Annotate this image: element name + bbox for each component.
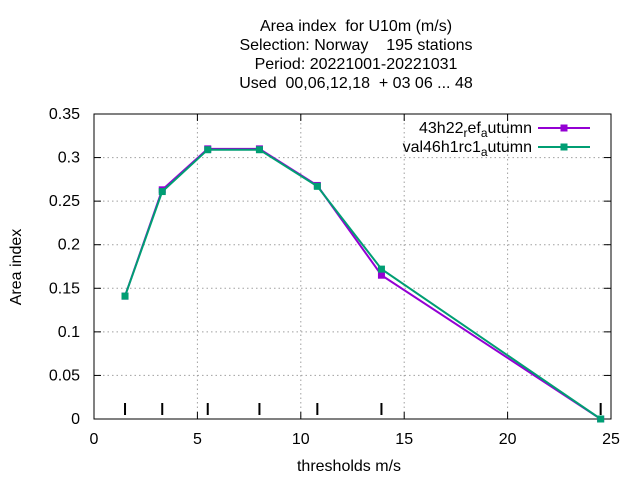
chart-title-line-4: Used 00,06,12,18 + 03 06 ... 48 [239,75,473,92]
legend-label-1: 43h22refautumn [419,120,532,140]
legend-marker-1 [560,124,568,132]
y-tick-label: 0.25 [49,193,80,210]
series-2-point [255,146,263,154]
x-tick-label: 10 [292,431,310,448]
chart-title-line-2: Selection: Norway 195 stations [239,37,473,54]
legend-label-2: val46h1rc1autumn [403,139,532,159]
series-2-line [124,148,602,420]
axis-ticks: 0 0.05 0.1 0.15 0.2 0.25 0.3 0.35 0 5 10 15 20 25 [49,106,620,448]
x-tick-label: 25 [602,431,620,448]
y-tick-label: 0.2 [58,237,80,254]
y-tick-label: 0.05 [49,367,80,384]
series-2-point [313,182,321,190]
series-1-line [124,147,602,420]
chart-title-line-3: Period: 20221001-20221031 [254,56,458,73]
series-group [121,145,605,423]
y-tick-label: 0 [71,411,80,428]
series-2-point [377,265,385,273]
y-tick-label: 0.15 [49,280,80,297]
x-axis-label: thresholds m/s [297,458,401,475]
plot-frame [93,113,612,420]
x-tick-label: 0 [90,431,99,448]
series-2-point [204,146,212,154]
series-2-point [121,292,129,300]
series-1-point [377,271,385,279]
y-tick-label: 0.35 [49,106,80,123]
series-2-point [597,415,605,423]
threshold-markers [124,403,602,415]
y-tick-label: 0.1 [58,324,80,341]
grid [94,114,611,419]
legend-marker-2 [560,143,568,151]
chart-title-line-1: Area index for U10m (m/s) [259,18,453,35]
y-tick-label: 0.3 [58,150,80,167]
x-tick-label: 15 [395,431,413,448]
y-axis-label: Area index [8,229,25,306]
x-tick-label: 5 [193,431,202,448]
x-tick-label: 20 [499,431,517,448]
series-2-point [158,188,166,196]
